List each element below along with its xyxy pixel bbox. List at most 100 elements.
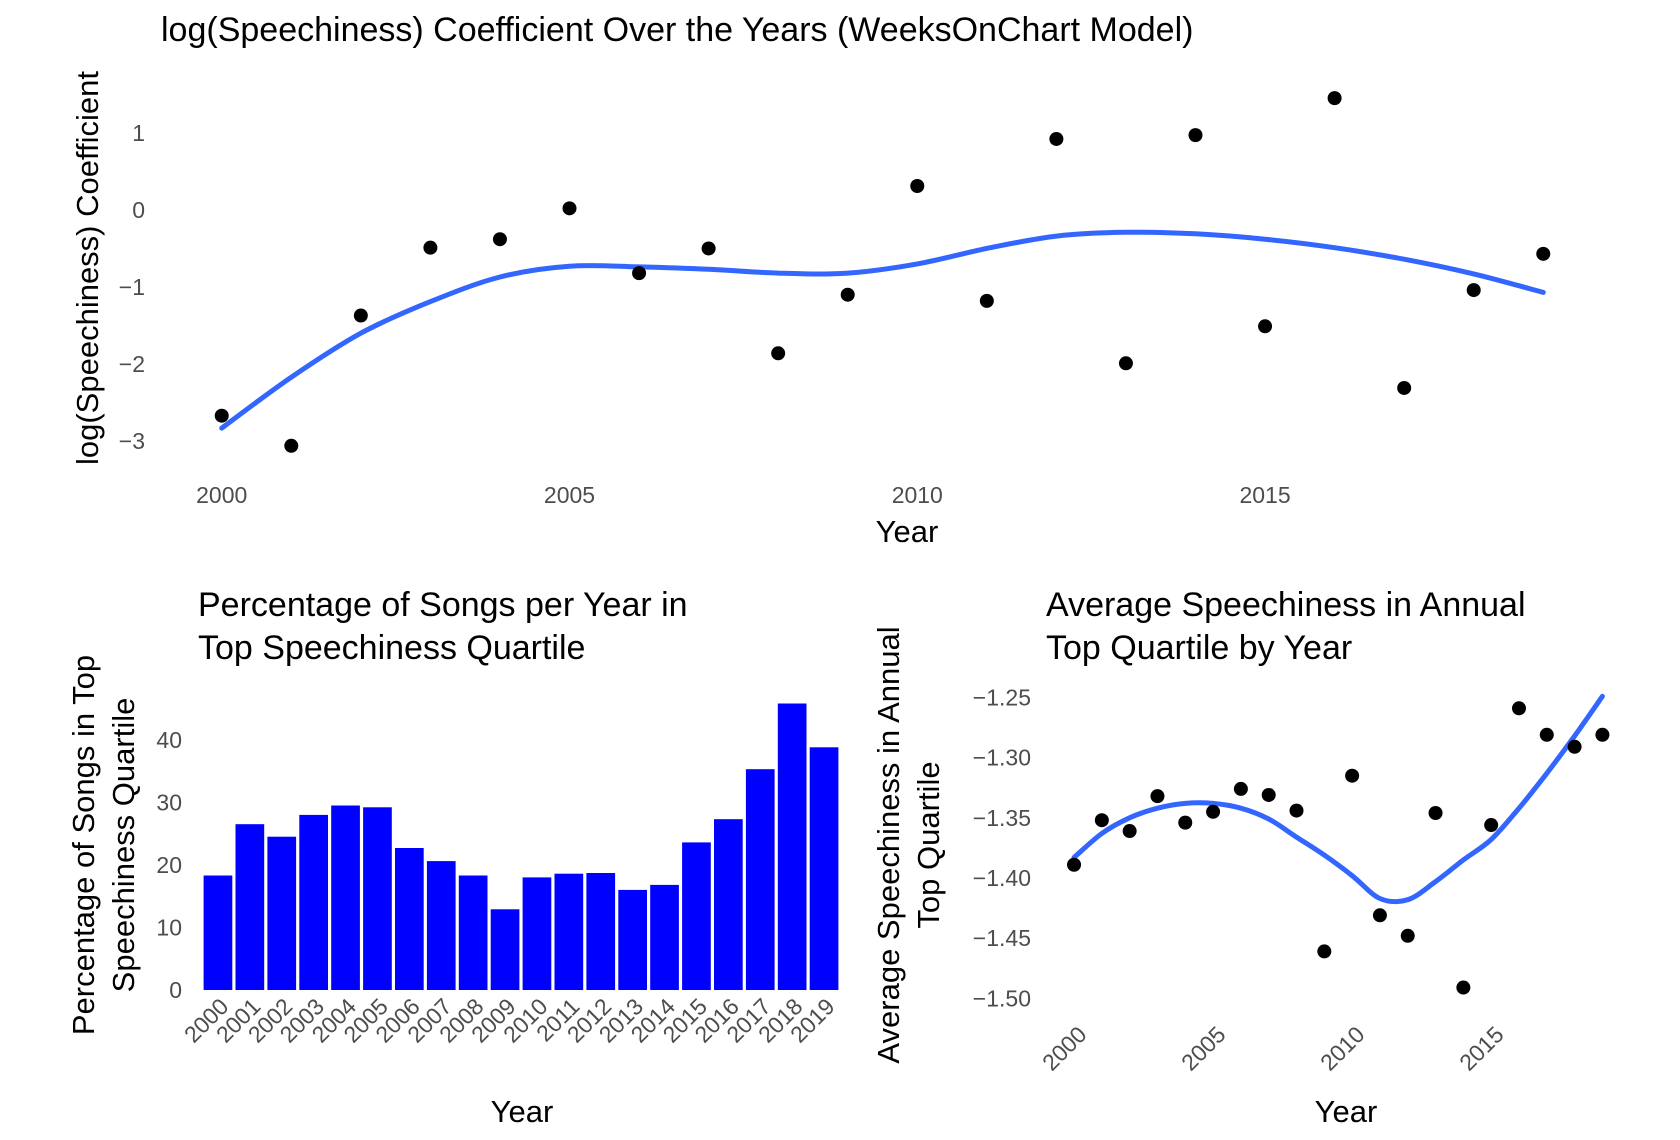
coefficient-point <box>771 346 786 361</box>
coefficient-x-ticks: 2000 2005 2010 2015 <box>196 482 1290 508</box>
coefficient-points <box>214 91 1551 453</box>
percentage-bar <box>522 877 552 990</box>
average-point <box>1595 727 1610 742</box>
average-point <box>1539 727 1554 742</box>
percentage-chart-title-line-1: Percentage of Songs per Year in <box>198 586 688 624</box>
coefficient-point <box>492 232 507 247</box>
coefficient-point <box>632 266 647 281</box>
coefficient-point <box>701 241 716 256</box>
coefficient-chart-title: log(Speechiness) Coefficient Over the Ye… <box>161 11 1193 49</box>
coefficient-point <box>1327 91 1342 106</box>
average-point <box>1178 815 1193 830</box>
coefficient-x-tick-label: 2005 <box>544 482 595 508</box>
percentage-bar <box>586 873 616 990</box>
coefficient-point <box>353 308 368 323</box>
percentage-bar <box>395 848 424 990</box>
percentage-bar <box>490 909 520 990</box>
percentage-bar <box>363 807 392 990</box>
coefficient-point <box>284 438 299 453</box>
average-point <box>1122 824 1137 839</box>
average-point <box>1067 857 1082 872</box>
percentage-bar <box>682 842 711 990</box>
coefficient-point <box>1118 356 1133 371</box>
coefficient-y-tick-label: 1 <box>132 120 145 146</box>
average-x-axis-title: Year <box>1315 1094 1378 1129</box>
average-point <box>1206 804 1221 819</box>
percentage-bar <box>203 875 233 990</box>
percentage-x-axis-title: Year <box>491 1094 554 1129</box>
average-chart-title-line-1: Average Speechiness in Annual <box>1046 586 1526 624</box>
average-point <box>1233 781 1248 796</box>
coefficient-panel: log(Speechiness) Coefficient Over the Ye… <box>70 11 1551 549</box>
coefficient-y-axis-title: log(Speechiness) Coefficient <box>70 71 105 465</box>
average-point <box>1511 701 1526 716</box>
percentage-panel: Percentage of Songs per Year in Top Spee… <box>66 586 840 1129</box>
percentage-y-tick-label: 30 <box>156 789 182 815</box>
average-y-tick-label: −1.50 <box>973 985 1031 1011</box>
average-chart-title-line-2: Top Quartile by Year <box>1046 629 1352 667</box>
coefficient-point <box>562 201 577 216</box>
percentage-bar <box>777 703 807 990</box>
percentage-bar <box>714 819 743 990</box>
coefficient-y-ticks: −3 −2 −1 0 1 <box>119 120 145 454</box>
average-point <box>1094 813 1109 828</box>
coefficient-point <box>910 179 925 194</box>
coefficient-point <box>214 408 229 423</box>
average-y-tick-label: −1.45 <box>973 925 1031 951</box>
coefficient-y-tick-label: −2 <box>119 351 145 377</box>
percentage-bar <box>809 747 839 990</box>
percentage-bar <box>299 814 328 990</box>
percentage-bar <box>745 769 775 990</box>
average-point <box>1150 789 1165 804</box>
percentage-bars <box>203 703 839 990</box>
coefficient-point <box>1049 131 1064 146</box>
average-point <box>1317 944 1332 959</box>
average-point <box>1345 768 1360 783</box>
percentage-bar <box>235 824 265 990</box>
coefficient-x-tick-label: 2010 <box>892 482 943 508</box>
coefficient-smooth-line <box>219 229 1546 431</box>
percentage-bar <box>267 836 297 990</box>
average-point <box>1484 818 1499 833</box>
average-point <box>1567 739 1582 754</box>
average-y-ticks: −1.50 −1.45 −1.40 −1.35 −1.30 −1.25 <box>973 684 1031 1011</box>
coefficient-point <box>423 240 438 255</box>
coefficient-y-tick-label: 0 <box>132 197 145 223</box>
average-point <box>1400 928 1415 943</box>
average-y-tick-label: −1.25 <box>973 684 1031 710</box>
average-point <box>1289 803 1304 818</box>
coefficient-y-tick-label: −1 <box>119 274 145 300</box>
percentage-y-ticks: 0 10 20 30 40 <box>156 727 182 1003</box>
percentage-bar <box>458 875 488 990</box>
average-point <box>1428 806 1443 821</box>
coefficient-x-tick-label: 2000 <box>196 482 247 508</box>
percentage-y-tick-label: 0 <box>169 977 182 1003</box>
average-smooth-line <box>1071 693 1605 905</box>
average-points <box>1067 701 1610 995</box>
percentage-chart-title-line-2: Top Speechiness Quartile <box>198 629 585 667</box>
coefficient-x-axis-title: Year <box>876 514 939 549</box>
average-panel: Average Speechiness in Annual Top Quarti… <box>871 586 1610 1129</box>
percentage-bar <box>331 805 360 990</box>
average-y-tick-label: −1.30 <box>973 745 1031 771</box>
percentage-y-axis-title-line-1: Percentage of Songs in Top <box>66 655 101 1035</box>
coefficient-y-tick-label: −3 <box>119 428 145 454</box>
coefficient-point <box>1466 283 1481 298</box>
coefficient-point <box>979 293 994 308</box>
average-y-tick-label: −1.40 <box>973 865 1031 891</box>
average-y-tick-label: −1.35 <box>973 805 1031 831</box>
coefficient-point <box>1536 246 1551 261</box>
average-point <box>1261 787 1276 802</box>
coefficient-x-tick-label: 2015 <box>1239 482 1290 508</box>
percentage-y-tick-label: 20 <box>156 852 182 878</box>
percentage-y-tick-label: 40 <box>156 727 182 753</box>
coefficient-point <box>840 287 855 302</box>
coefficient-point <box>1188 128 1203 143</box>
percentage-y-axis-title-line-2: Speechiness Quartile <box>106 698 141 993</box>
average-point <box>1372 908 1387 923</box>
average-y-axis-title-line-1: Average Speechiness in Annual <box>871 626 906 1063</box>
percentage-y-tick-label: 10 <box>156 914 182 940</box>
coefficient-point <box>1258 319 1273 334</box>
percentage-bar <box>554 873 584 990</box>
